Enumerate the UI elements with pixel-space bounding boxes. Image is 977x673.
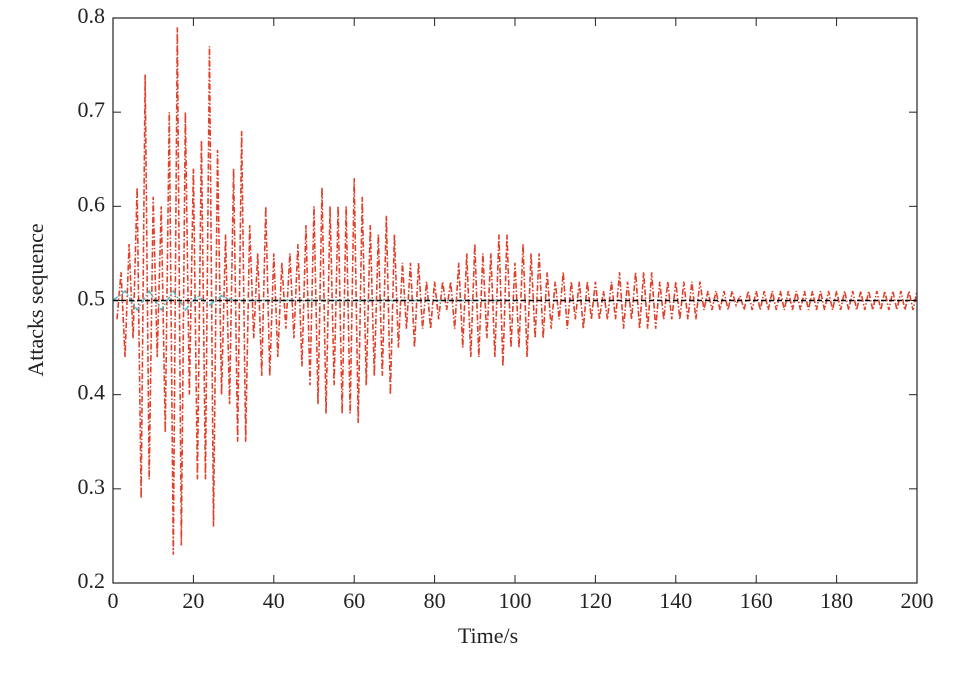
x-tick-label: 140 — [659, 588, 692, 613]
plot-frame — [112, 17, 918, 584]
y-tick-label: 0.3 — [78, 474, 106, 499]
x-tick-label: 80 — [424, 588, 446, 613]
x-axis-label: Time/s — [458, 623, 518, 648]
x-tick-label: 160 — [740, 588, 773, 613]
series-line — [116, 27, 918, 555]
x-tick-label: 40 — [263, 588, 285, 613]
y-tick-label: 0.7 — [78, 97, 106, 122]
x-tick-label: 100 — [499, 588, 532, 613]
y-tick-label: 0.6 — [78, 191, 106, 216]
x-tick-label: 120 — [579, 588, 612, 613]
y-tick-label: 0.4 — [78, 380, 106, 405]
x-tick-label: 60 — [343, 588, 365, 613]
x-tick-label: 180 — [820, 588, 853, 613]
y-tick-label: 0.2 — [78, 568, 106, 593]
x-tick-label: 200 — [901, 588, 934, 613]
x-tick-label: 20 — [182, 588, 204, 613]
y-tick-label: 0.8 — [78, 3, 106, 28]
x-tick-label: 0 — [108, 588, 119, 613]
y-tick-label: 0.5 — [78, 286, 106, 311]
y-axis-label: Attacks sequence — [23, 223, 48, 376]
